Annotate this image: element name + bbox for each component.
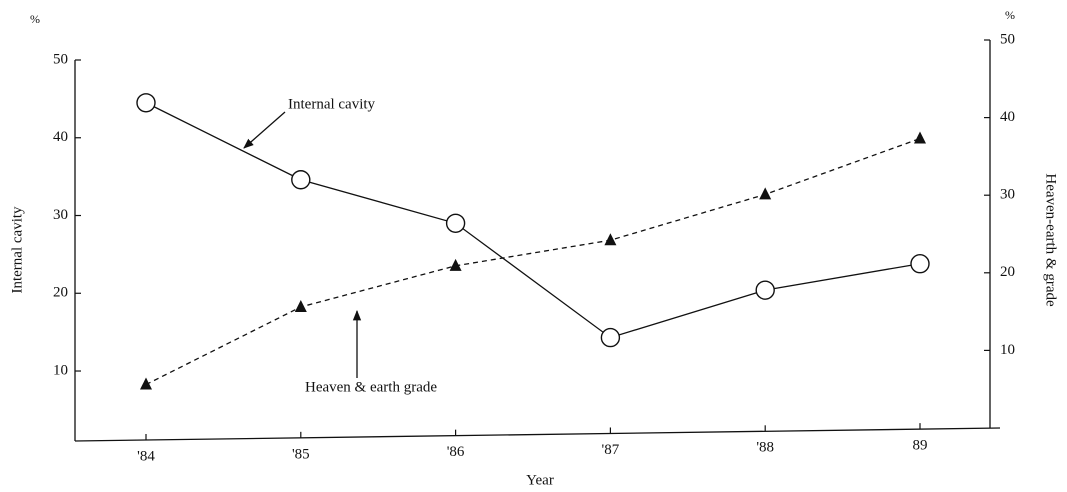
point [136, 93, 156, 113]
point [294, 299, 307, 312]
y2-unit: % [1005, 8, 1015, 22]
x-tick-label: '85 [292, 446, 310, 462]
point [910, 254, 930, 274]
x-tick-label: 89 [913, 438, 928, 454]
point [759, 187, 772, 200]
point [755, 280, 775, 300]
y-tick-label: 20 [53, 285, 68, 301]
y-tick-label: 30 [53, 207, 68, 223]
y-axis-label: Internal cavity [9, 206, 25, 294]
y2-tick-label: 20 [1000, 264, 1015, 280]
point [449, 258, 462, 271]
point [604, 233, 617, 246]
x-tick-label: '84 [137, 448, 155, 464]
y2-tick-label: 30 [1000, 187, 1015, 203]
x-tick-label: '88 [756, 440, 774, 456]
x-tick-label: '86 [447, 444, 465, 460]
annotation-arrow [243, 111, 286, 149]
series-line [145, 137, 921, 386]
x-axis-label: Year [526, 472, 554, 488]
y-tick-label: 10 [53, 362, 68, 378]
y2-tick-label: 10 [1000, 342, 1015, 358]
y-tick-label: 40 [53, 129, 68, 145]
y2-tick-label: 50 [1000, 31, 1015, 47]
x-tick-label: '87 [602, 442, 620, 458]
point [291, 170, 311, 190]
point [914, 131, 926, 144]
y2-tick-label: 40 [1000, 109, 1015, 125]
x-axis [74, 427, 1001, 442]
annotation: Heaven & earth grade [305, 379, 437, 395]
y-tick-label: 50 [53, 51, 68, 67]
y-unit: % [30, 12, 40, 26]
y2-axis-label: Heaven-earth & grade [1043, 173, 1059, 307]
point [445, 213, 466, 233]
series-line [145, 102, 921, 339]
annotation: Internal cavity [288, 96, 376, 112]
point [600, 327, 621, 348]
point [140, 377, 152, 390]
